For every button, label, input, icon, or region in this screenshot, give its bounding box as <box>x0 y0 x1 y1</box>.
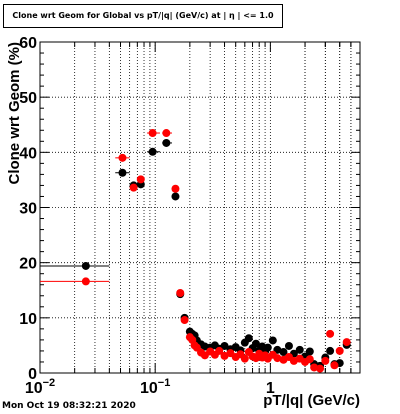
data-point-black <box>148 147 157 156</box>
data-point-red <box>273 354 282 363</box>
data-point-red <box>180 316 189 325</box>
y-axis-title: Clone wrt Geom (%) <box>6 42 23 185</box>
data-point-black <box>263 343 272 352</box>
y-tick-label: 20 <box>19 256 37 273</box>
data-point-black <box>305 347 314 356</box>
data-point-red <box>342 338 351 347</box>
data-point-red <box>162 129 171 138</box>
data-point-black <box>268 336 277 345</box>
data-point-black <box>295 345 304 354</box>
data-point-red <box>118 153 127 162</box>
data-point-red <box>129 183 138 192</box>
data-point-black <box>162 138 171 147</box>
data-point-red <box>148 129 157 138</box>
data-point-red <box>326 329 335 338</box>
data-point-black <box>279 348 288 357</box>
data-point-red <box>136 175 145 184</box>
data-point-red <box>176 289 185 298</box>
data-point-black <box>326 346 335 355</box>
x-tick-label: 10−1 <box>140 377 170 397</box>
y-tick-label: 40 <box>19 145 37 162</box>
data-point-black <box>220 341 229 350</box>
x-tick-label: 1 <box>266 380 275 397</box>
y-tick-label: 0 <box>28 366 37 383</box>
data-point-red <box>316 364 325 373</box>
data-point-red <box>215 346 224 355</box>
data-point-black <box>284 341 293 350</box>
data-point-black <box>244 334 253 343</box>
data-point-red <box>171 184 180 193</box>
timestamp-footer: Mon Oct 19 08:32:21 2020 <box>2 401 136 411</box>
data-point-red <box>240 354 249 363</box>
plot-frame <box>39 41 361 374</box>
y-tick-label: 60 <box>19 35 37 52</box>
data-point-black <box>118 168 127 177</box>
data-point-red <box>335 346 344 355</box>
data-point-black <box>251 339 260 348</box>
y-tick-label: 30 <box>19 201 37 218</box>
y-tick-label: 10 <box>19 311 37 328</box>
data-point-red <box>321 356 330 365</box>
chart-title: Clone wrt Geom for Global vs pT/|q| (GeV… <box>12 11 274 20</box>
data-point-red <box>305 355 314 364</box>
data-point-red <box>330 361 339 370</box>
y-tick-label: 50 <box>19 90 37 107</box>
chart-title-box: Clone wrt Geom for Global vs pT/|q| (GeV… <box>3 4 283 28</box>
x-tick-label: 10−2 <box>25 377 55 397</box>
data-point-black <box>171 192 180 201</box>
data-point-black <box>81 261 90 270</box>
data-point-red <box>81 277 90 286</box>
x-axis-title: pT/|q| (GeV/c) <box>263 392 360 409</box>
